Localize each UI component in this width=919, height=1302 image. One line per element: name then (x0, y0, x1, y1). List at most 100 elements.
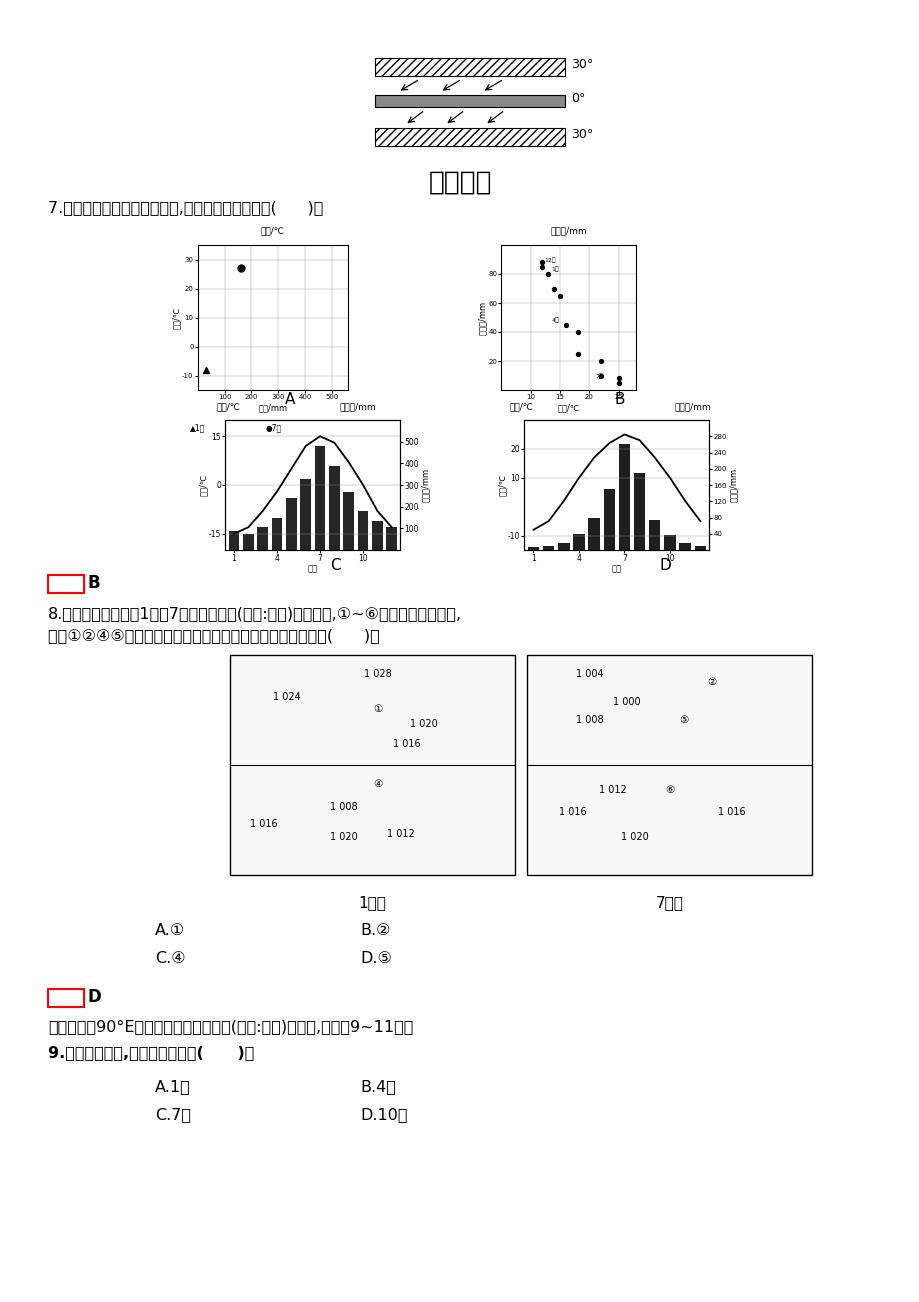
Text: ④: ④ (373, 779, 382, 789)
Text: 7.下面几幅气候类型示意图中,表示地中海气候的是(      )。: 7.下面几幅气候类型示意图中,表示地中海气候的是( )。 (48, 201, 323, 215)
Text: ①: ① (373, 704, 382, 713)
Text: D.10月: D.10月 (359, 1107, 407, 1122)
Text: 气温/℃: 气温/℃ (216, 402, 240, 411)
Bar (300, 479, 311, 549)
Text: ②: ② (707, 677, 716, 687)
Bar (230, 655, 515, 875)
Text: ⑥: ⑥ (664, 785, 674, 796)
Text: C.④: C.④ (154, 950, 186, 966)
Text: C: C (329, 559, 340, 573)
Bar (343, 491, 354, 549)
Text: 1月份: 1月份 (358, 894, 386, 910)
Bar (271, 517, 282, 549)
Bar (542, 546, 554, 549)
Bar (257, 526, 267, 549)
Text: 7月份: 7月份 (655, 894, 683, 910)
Point (593, 365, 607, 385)
Bar (375, 128, 564, 146)
Text: 12月: 12月 (544, 258, 555, 263)
Text: D.⑤: D.⑤ (359, 950, 391, 966)
Text: ⑤: ⑤ (678, 715, 687, 725)
Text: 1 016: 1 016 (392, 740, 420, 749)
Text: 气温/℃: 气温/℃ (261, 227, 284, 236)
Text: 答案: 答案 (59, 577, 73, 590)
Bar (243, 534, 254, 549)
Text: 能力提升: 能力提升 (427, 171, 492, 197)
Text: A.①: A.① (154, 923, 185, 937)
Text: 答案: 答案 (59, 991, 73, 1004)
Text: D: D (658, 559, 670, 573)
Text: 30°: 30° (571, 59, 593, 72)
Bar (371, 521, 382, 549)
Text: A.1月: A.1月 (154, 1079, 190, 1094)
Text: D: D (88, 988, 102, 1006)
Point (535, 253, 550, 273)
Bar (386, 526, 397, 549)
Point (611, 368, 626, 389)
Bar (633, 473, 644, 549)
Bar (528, 547, 539, 549)
Bar (573, 534, 584, 549)
Text: 图中①②④⑤所示季风主要由气压带、风带季节移动形成的是(      )。: 图中①②④⑤所示季风主要由气压带、风带季节移动形成的是( )。 (48, 628, 380, 643)
Text: 1 024: 1 024 (273, 691, 301, 702)
X-axis label: 降水/mm: 降水/mm (258, 402, 287, 411)
Text: 30°: 30° (571, 129, 593, 142)
Y-axis label: 降水量/mm: 降水量/mm (728, 467, 737, 503)
Bar (229, 530, 239, 549)
X-axis label: 月份: 月份 (308, 565, 318, 574)
Text: 1 028: 1 028 (364, 669, 391, 680)
X-axis label: 气温/℃: 气温/℃ (557, 402, 579, 411)
Text: C.7月: C.7月 (154, 1107, 191, 1122)
Text: 1 008: 1 008 (330, 802, 357, 812)
Text: ●7月: ●7月 (265, 423, 281, 432)
Bar (694, 546, 705, 549)
Text: 1 020: 1 020 (410, 719, 437, 729)
Bar (649, 519, 660, 549)
Text: 1 004: 1 004 (575, 669, 603, 680)
Bar (679, 543, 690, 549)
Text: B: B (88, 574, 100, 592)
X-axis label: 月份: 月份 (611, 565, 621, 574)
Point (558, 314, 573, 335)
Point (535, 256, 550, 277)
Y-axis label: 气温/℃: 气温/℃ (172, 306, 180, 328)
Bar (357, 510, 369, 549)
Y-axis label: 气温/℃: 气温/℃ (199, 474, 208, 496)
Text: 9.据气压值推断,该月最有可能是(      )。: 9.据气压值推断,该月最有可能是( )。 (48, 1046, 254, 1060)
Text: 1 020: 1 020 (620, 832, 649, 842)
Bar (375, 95, 564, 107)
Text: 8.下图为世界某区域1月和7月海平面气压(单位:百帕)和风向图,①~⑥处的箭头表示风向,: 8.下图为世界某区域1月和7月海平面气压(单位:百帕)和风向图,①~⑥处的箭头表… (48, 605, 461, 621)
Y-axis label: 降水量/mm: 降水量/mm (477, 301, 486, 335)
Point (552, 285, 567, 306)
Text: 1 008: 1 008 (575, 715, 603, 725)
Bar (588, 517, 599, 549)
Text: 降水量/mm: 降水量/mm (339, 402, 375, 411)
Bar (314, 447, 325, 549)
Text: 0°: 0° (571, 92, 584, 105)
Text: A: A (285, 392, 295, 408)
Point (540, 263, 555, 284)
Text: 1 012: 1 012 (387, 829, 414, 838)
Text: 1 016: 1 016 (718, 807, 745, 816)
Text: 7月: 7月 (595, 374, 603, 379)
Bar (329, 466, 339, 549)
Text: 1 020: 1 020 (330, 832, 357, 842)
Text: B: B (614, 392, 625, 408)
Text: 降水量/mm: 降水量/mm (550, 227, 586, 236)
Y-axis label: 降水量/mm: 降水量/mm (420, 467, 429, 503)
Text: ▲1月: ▲1月 (190, 423, 205, 432)
Text: 4月: 4月 (550, 318, 559, 323)
Bar (603, 490, 614, 549)
Bar (48, 575, 84, 592)
Text: 1 016: 1 016 (558, 807, 585, 816)
Text: B.4月: B.4月 (359, 1079, 395, 1094)
Bar (664, 535, 675, 549)
Text: 下图为某月90°E附近海平面气压示意图(单位:百帕)。读图,完成第9~11题。: 下图为某月90°E附近海平面气压示意图(单位:百帕)。读图,完成第9~11题。 (48, 1019, 413, 1034)
Point (593, 350, 607, 371)
Text: 气温/℃: 气温/℃ (509, 402, 533, 411)
Text: 1月: 1月 (550, 267, 559, 272)
Bar (48, 990, 84, 1006)
Text: 1 000: 1 000 (612, 697, 640, 707)
Y-axis label: 气温/℃: 气温/℃ (497, 474, 506, 496)
Bar (618, 444, 630, 549)
